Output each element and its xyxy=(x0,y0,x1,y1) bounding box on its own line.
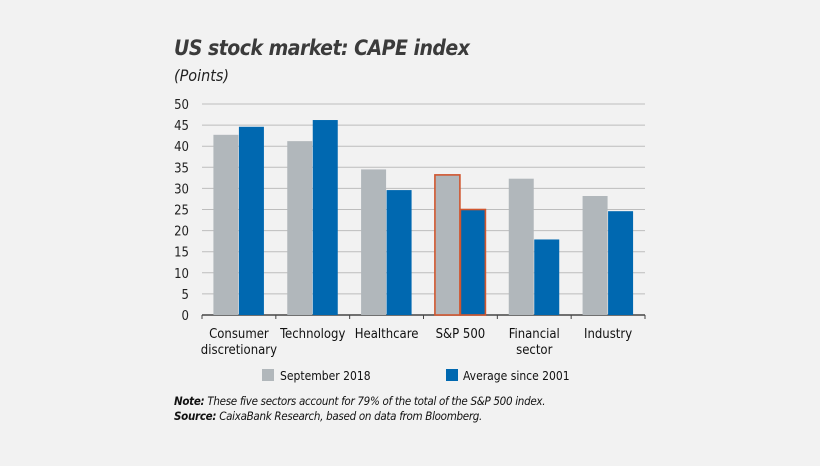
y-tick-label: 10 xyxy=(174,267,189,282)
x-tick-label: Healthcare xyxy=(355,327,419,342)
x-tick-label: sector xyxy=(516,343,552,358)
x-tick-label: S&P 500 xyxy=(436,327,486,342)
y-tick-label: 40 xyxy=(174,140,189,155)
bar-average xyxy=(608,211,634,315)
bar-sept2018 xyxy=(582,195,608,315)
bar-sept2018 xyxy=(434,174,461,316)
y-tick-label: 25 xyxy=(174,204,189,219)
y-tick-label: 30 xyxy=(174,182,189,197)
bar-sept2018 xyxy=(361,169,387,315)
y-tick-label: 5 xyxy=(182,288,189,303)
legend-swatch xyxy=(262,369,274,381)
legend-label: September 2018 xyxy=(280,369,371,383)
y-tick-label: 50 xyxy=(174,98,189,113)
x-tick-label: Industry xyxy=(584,327,632,342)
x-tick-label: discretionary xyxy=(201,343,277,358)
legend-swatch xyxy=(446,369,458,381)
x-tick-label: Financial xyxy=(509,327,560,342)
bar-sept2018 xyxy=(287,141,313,315)
y-tick-label: 15 xyxy=(174,246,189,261)
source-text: CaixaBank Research, based on data from B… xyxy=(216,409,483,423)
source-label: Source: xyxy=(174,409,217,423)
bar-sept2018 xyxy=(508,178,534,315)
y-tick-label: 35 xyxy=(174,161,189,176)
bar-average xyxy=(312,120,338,315)
bar-average xyxy=(459,208,487,316)
y-tick-label: 20 xyxy=(174,225,189,240)
bar-average xyxy=(386,190,412,315)
chart-title: US stock market: CAPE index xyxy=(174,36,470,60)
y-tick-label: 0 xyxy=(182,309,189,324)
chart-subtitle: (Points) xyxy=(174,66,229,85)
x-tick-label: Technology xyxy=(279,327,345,342)
y-tick-label: 45 xyxy=(174,119,189,134)
note-text: These five sectors account for 79% of th… xyxy=(204,394,546,408)
note-label: Note: xyxy=(174,394,205,408)
x-tick-label: Consumer xyxy=(209,327,269,342)
bar-average xyxy=(238,126,264,316)
legend-label: Average since 2001 xyxy=(463,369,570,383)
bar-sept2018 xyxy=(213,134,239,315)
footnote: Note: These five sectors account for 79%… xyxy=(174,394,546,424)
bar-average xyxy=(534,239,560,315)
